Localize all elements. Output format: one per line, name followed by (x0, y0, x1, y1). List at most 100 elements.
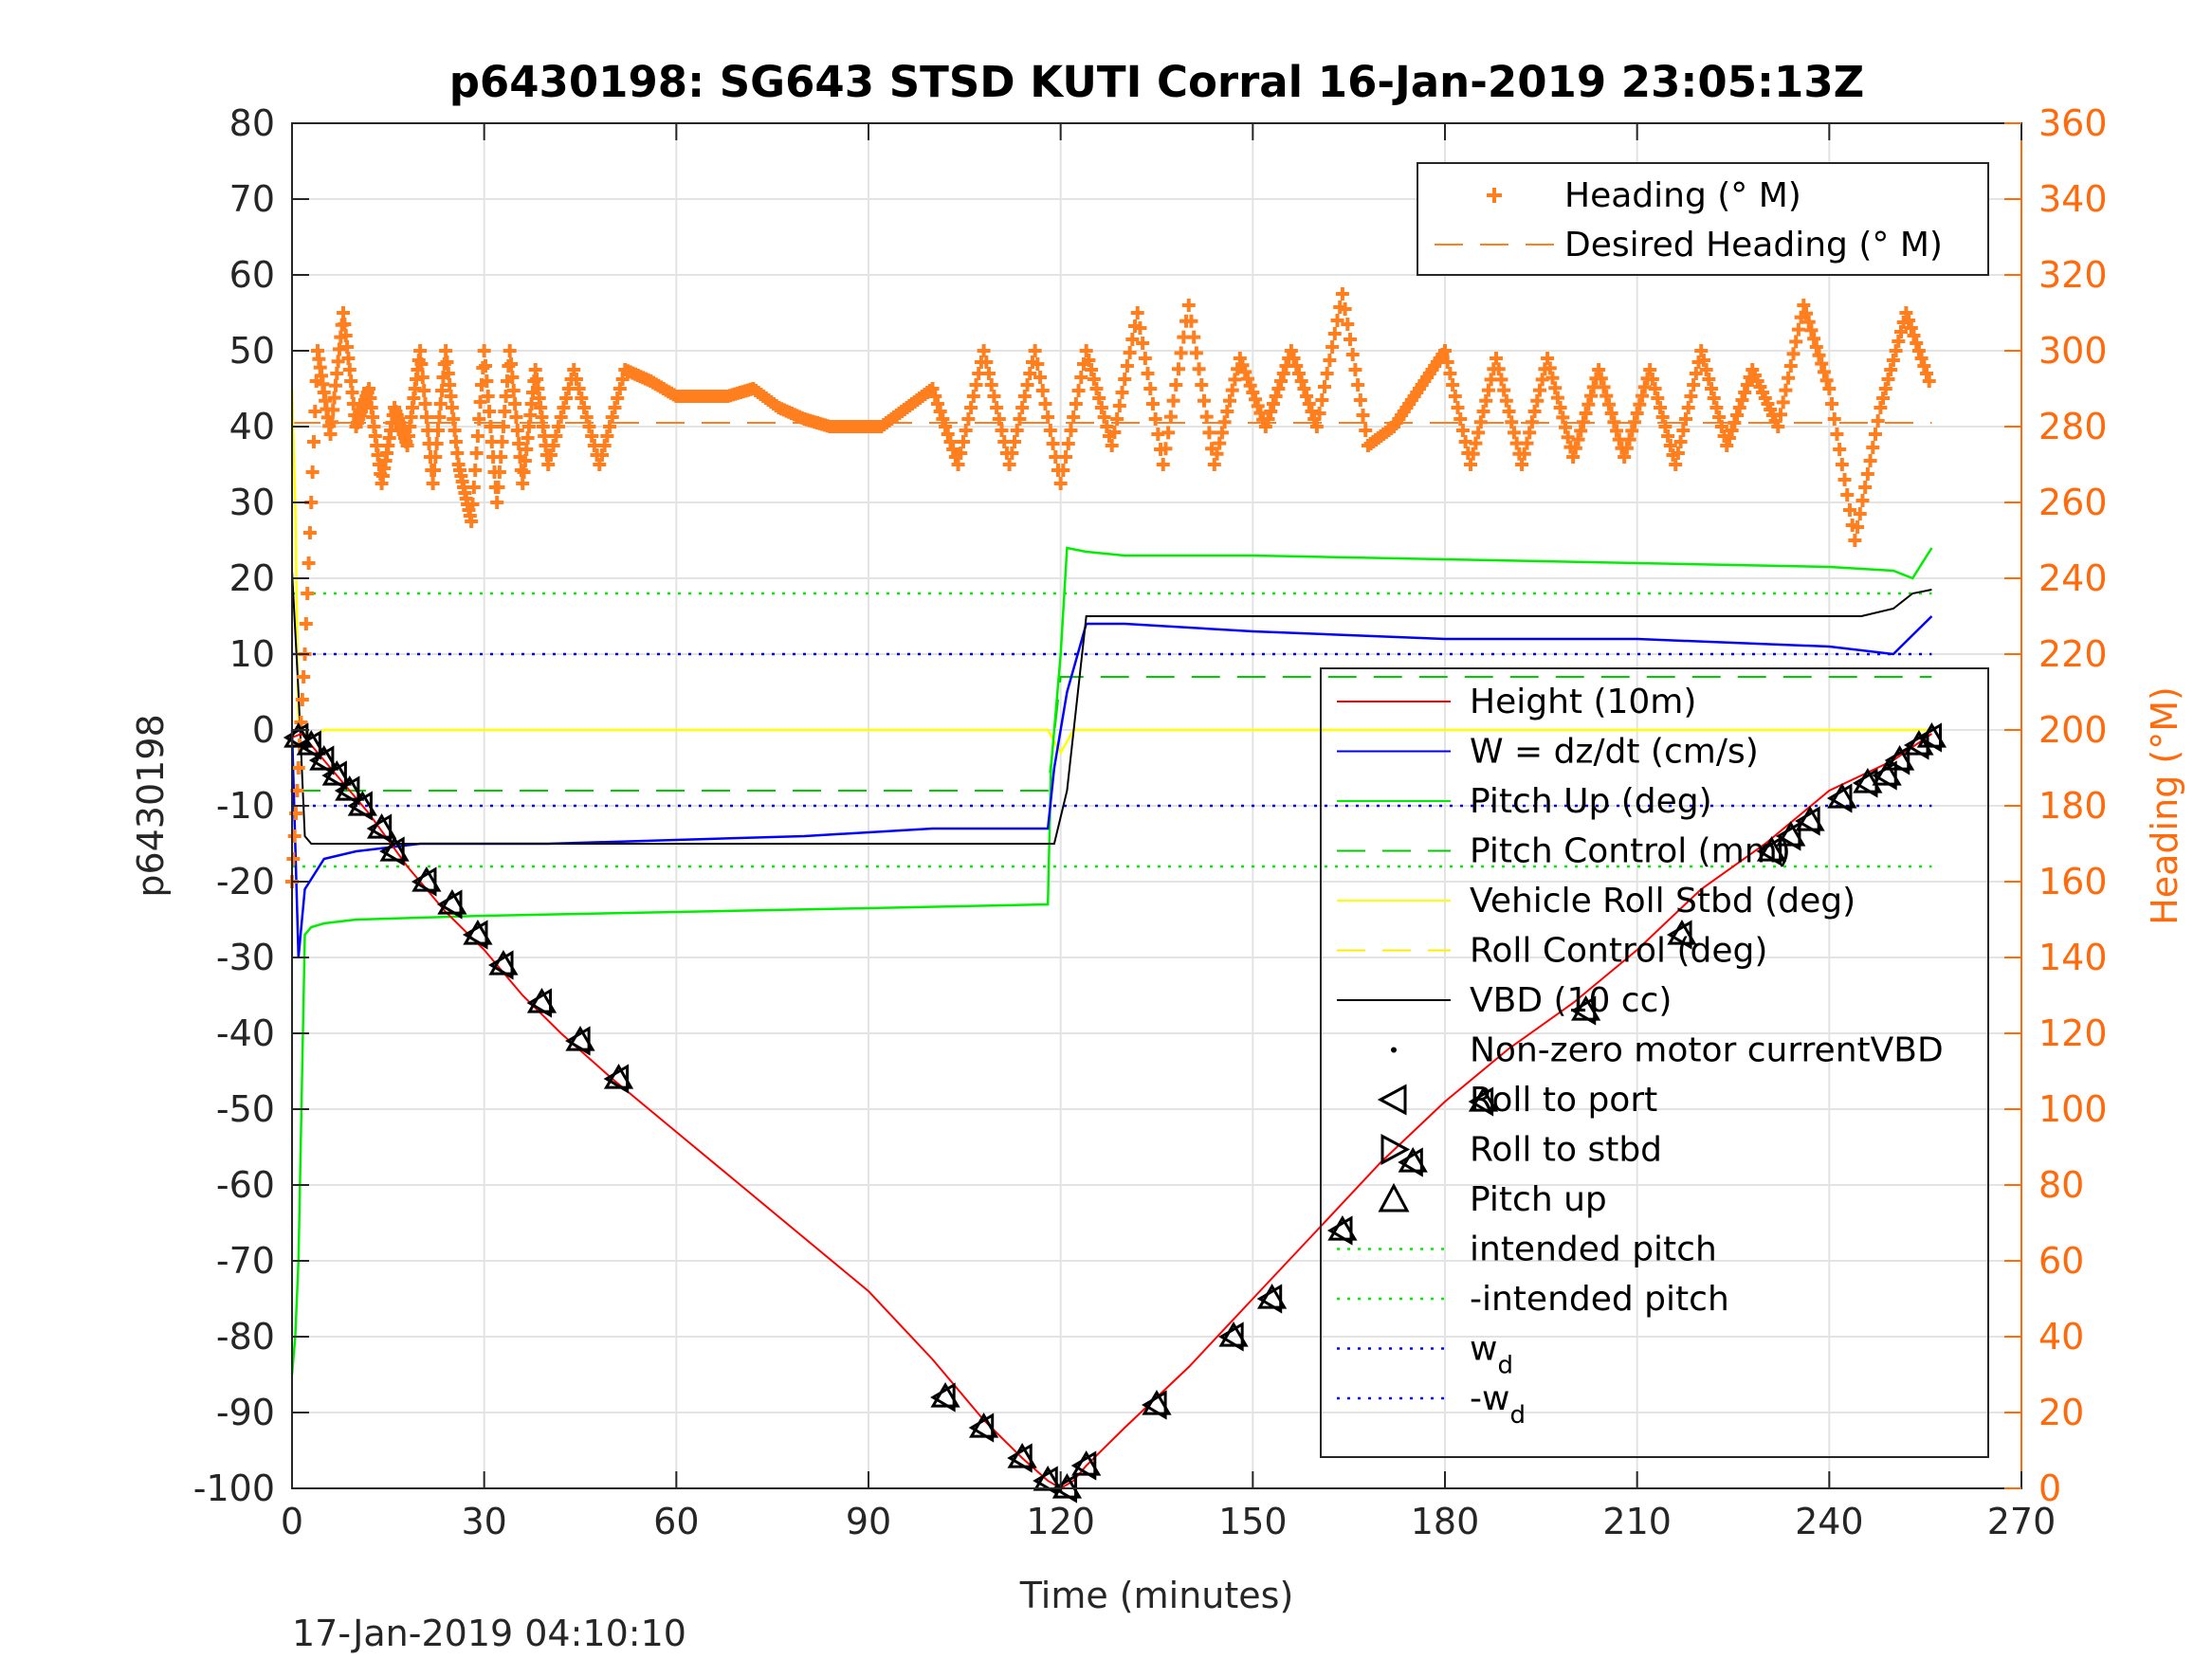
heading-point (1592, 363, 1606, 376)
heading-point (1545, 371, 1560, 385)
heading-point (605, 410, 619, 424)
heading-point (1735, 393, 1749, 407)
heading-point (1807, 332, 1821, 346)
heading-point (1863, 454, 1877, 467)
heading-point (990, 401, 1004, 414)
heading-point (512, 437, 526, 450)
y-tick-label: 80 (229, 102, 275, 144)
legend-main-entry: Pitch Up (deg) (1337, 782, 1712, 821)
heading-point (1730, 409, 1745, 422)
heading-point (1264, 405, 1278, 418)
heading-point (1240, 372, 1254, 386)
heading-point (1476, 405, 1490, 418)
pitch-up-marker (309, 745, 339, 771)
heading-point (1853, 507, 1867, 520)
heading-point (1261, 412, 1275, 426)
pitch-up-marker (1007, 1443, 1037, 1468)
heading-point (1138, 352, 1152, 365)
heading-point (1043, 424, 1057, 437)
heading-point (448, 435, 463, 448)
heading-point (418, 397, 432, 410)
heading-point (1145, 397, 1160, 410)
heading-point (1123, 346, 1137, 359)
heading-point (1038, 397, 1052, 410)
y-tick-label: -80 (216, 1316, 275, 1358)
heading-point (594, 448, 609, 462)
y2-tick-label: 280 (2038, 406, 2108, 447)
pitch-up-marker (526, 988, 558, 1013)
heading-point (1902, 314, 1916, 327)
legend-main-entry: W = dz/dt (cm/s) (1337, 733, 1759, 772)
heading-point (1202, 426, 1216, 440)
pitch-up-marker (1327, 1215, 1358, 1241)
heading-point (582, 420, 596, 433)
heading-point (1651, 392, 1665, 405)
heading-point (450, 447, 465, 460)
heading-point (1661, 429, 1675, 443)
heading-point (466, 498, 480, 511)
heading-point (1671, 447, 1685, 460)
heading-point (499, 390, 513, 403)
x-tick-label: 30 (461, 1501, 506, 1542)
pitch-up-marker (437, 889, 467, 915)
legend-main-entry: Pitch up (1378, 1180, 1607, 1219)
heading-point (491, 481, 505, 494)
heading-point (1163, 410, 1178, 424)
pitch-up-marker (411, 866, 442, 892)
heading-point (503, 344, 517, 357)
y-tick-label: -30 (216, 937, 275, 978)
heading-point (928, 390, 942, 403)
heading-point (1010, 424, 1024, 437)
heading-point (1033, 371, 1048, 384)
heading-point (1249, 392, 1263, 407)
heading-point (1171, 362, 1185, 376)
heading-point (1776, 395, 1790, 410)
heading-point (987, 390, 1001, 403)
heading-point (1276, 367, 1290, 380)
heading-point (612, 382, 627, 395)
heading-point (939, 420, 953, 433)
heading-point (1110, 412, 1124, 426)
heading-point (557, 401, 571, 414)
legend-label: Roll to stbd (1470, 1131, 1662, 1170)
heading-point (1291, 367, 1306, 380)
legend-swatch (1378, 1182, 1410, 1212)
heading-point (1005, 447, 1019, 460)
heading-point (1712, 410, 1727, 424)
heading-point (1804, 323, 1819, 337)
legend-heading-label: Heading (° M) (1564, 176, 1801, 215)
heading-point (936, 412, 950, 426)
heading-point (1184, 314, 1198, 328)
heading-point (1464, 458, 1478, 471)
heading-point (324, 415, 338, 429)
heading-point (1071, 384, 1086, 397)
series-pitch-up (290, 546, 1933, 1376)
heading-point (608, 401, 622, 414)
series-layer (285, 287, 1936, 1490)
heading-point (1125, 333, 1140, 346)
y-tick-label: -70 (216, 1240, 275, 1282)
legend-label: Pitch up (1470, 1180, 1607, 1219)
heading-point (443, 378, 457, 392)
heading-point (969, 378, 983, 392)
heading-point (1673, 435, 1688, 448)
heading-point (1523, 426, 1537, 440)
heading-point (469, 447, 484, 460)
heading-point (1633, 397, 1647, 411)
heading-point (1187, 330, 1201, 344)
pitch-up-marker (1872, 760, 1902, 786)
heading-point (1610, 424, 1624, 438)
x-tick-label: 180 (1411, 1501, 1480, 1542)
heading-point (1817, 365, 1831, 379)
y2-tick-label: 260 (2038, 482, 2108, 523)
heading-point (964, 401, 978, 414)
y2-tick-label: 200 (2038, 709, 2108, 751)
heading-point (1217, 415, 1232, 429)
heading-point (1684, 390, 1698, 403)
heading-point (1210, 447, 1224, 461)
heading-point (1169, 378, 1183, 392)
heading-point (1323, 354, 1337, 367)
heading-point (1643, 363, 1657, 376)
heading-point (1917, 359, 1931, 373)
